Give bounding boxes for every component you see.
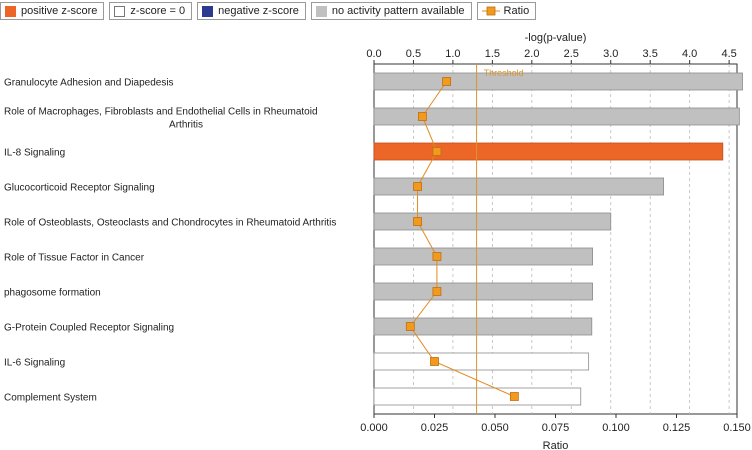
top-tick-label: 0.0 (366, 48, 381, 60)
bar (373, 107, 740, 126)
ratio-marker (432, 147, 442, 156)
ratio-marker (417, 112, 427, 121)
bar (373, 177, 665, 196)
none-swatch (315, 5, 327, 17)
category-label: Role of Macrophages, Fibroblasts and End… (4, 107, 318, 131)
legend-ratio-label: Ratio (503, 5, 530, 17)
top-tick-label: 2.0 (524, 48, 539, 60)
bottom-tick-label: 0.075 (542, 422, 570, 434)
ratio-marker (405, 322, 415, 331)
top-tick-label: 1.0 (445, 48, 460, 60)
ratio-line (409, 81, 515, 397)
bottom-tick-label: 0.125 (663, 422, 691, 434)
ratio-swatch-icon (481, 6, 500, 16)
legend-ratio: Ratio (476, 2, 537, 20)
top-tick-label: 4.0 (682, 48, 697, 60)
legend-negative-label: negative z-score (218, 5, 299, 17)
legend-negative-zscore: negative z-score (197, 2, 306, 20)
category-label: Granulocyte Adhesion and Diapedesis (4, 78, 174, 89)
ratio-marker (432, 252, 442, 261)
bottom-tick-label: 0.150 (723, 422, 751, 434)
legend: positive z-score z-score = 0 negative z-… (0, 2, 537, 22)
legend-none-label: no activity pattern available (331, 5, 465, 17)
ratio-marker (442, 77, 452, 86)
ratio-marker (413, 217, 422, 226)
top-tick-label: 4.5 (721, 48, 736, 60)
bottom-axis-label: Ratio (543, 440, 569, 450)
category-label: IL-8 Signaling (4, 148, 65, 159)
top-tick-label: 3.5 (643, 48, 658, 60)
bar (373, 317, 593, 336)
bottom-tick-label: 0.000 (360, 422, 388, 434)
bottom-tick-label: 0.100 (602, 422, 630, 434)
top-tick-label: 3.0 (603, 48, 618, 60)
zero-swatch (114, 5, 126, 17)
ratio-marker (509, 392, 519, 401)
legend-positive-label: positive z-score (21, 5, 98, 17)
bar (373, 142, 724, 161)
bottom-tick-label: 0.050 (481, 422, 509, 434)
legend-no-activity: no activity pattern available (310, 2, 472, 20)
top-axis-label: -log(p-value) (525, 32, 587, 44)
bar (373, 212, 612, 231)
category-label: IL-6 Signaling (4, 358, 65, 369)
bar (373, 387, 582, 406)
threshold-label: Threshold (484, 68, 524, 78)
ratio-marker (432, 287, 442, 296)
top-tick-label: 0.5 (406, 48, 421, 60)
bar (373, 282, 593, 301)
category-label: Complement System (4, 393, 97, 404)
legend-positive-zscore: positive z-score (0, 2, 105, 20)
category-label: Glucocorticoid Receptor Signaling (4, 183, 155, 194)
ratio-marker (413, 182, 422, 191)
bar (373, 72, 743, 91)
ratio-marker (430, 357, 439, 366)
legend-zero-zscore: z-score = 0 (109, 2, 193, 20)
top-tick-label: 1.5 (485, 48, 500, 60)
positive-swatch (5, 5, 16, 17)
bar (373, 247, 593, 266)
bottom-tick-label: 0.025 (421, 422, 449, 434)
category-label: G-Protein Coupled Receptor Signaling (4, 323, 174, 334)
legend-zero-label: z-score = 0 (130, 5, 186, 17)
negative-swatch (202, 5, 214, 17)
category-label: phagosome formation (4, 288, 101, 299)
category-label: Role of Tissue Factor in Cancer (4, 253, 145, 264)
top-tick-label: 2.5 (564, 48, 579, 60)
category-label: Role of Osteoblasts, Osteoclasts and Cho… (4, 218, 336, 229)
bar (373, 352, 590, 371)
